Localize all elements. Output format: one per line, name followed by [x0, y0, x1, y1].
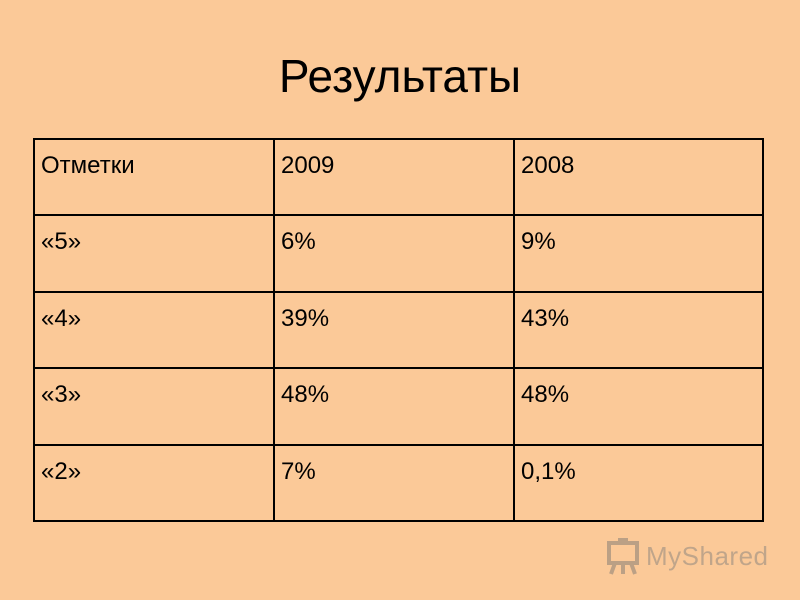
table-cell-2008: 48%: [513, 367, 764, 446]
table-cell-2008: 9%: [513, 214, 764, 293]
table-cell-2009: 6%: [273, 214, 515, 293]
table-row: «3» 48% 48%: [33, 367, 764, 446]
table-header-row: Отметки 2009 2008: [33, 137, 764, 217]
watermark-text: MyShared: [646, 540, 769, 571]
header-cell-grade: Отметки: [33, 137, 275, 217]
header-cell-2008: 2008: [513, 137, 764, 217]
table-row: «2» 7% 0,1%: [33, 443, 764, 523]
table-cell-grade: «2»: [33, 443, 275, 523]
table-cell-2009: 48%: [273, 367, 515, 446]
table-cell-grade: «3»: [33, 367, 275, 446]
slide-title: Результаты: [278, 50, 522, 102]
watermark-logo: MyShared: [606, 536, 769, 576]
table-cell-2008: 43%: [513, 290, 764, 370]
table-row: «5» 6% 9%: [33, 214, 764, 293]
table-cell-2008: 0,1%: [513, 443, 764, 523]
table-cell-2009: 7%: [273, 443, 515, 523]
header-cell-2009: 2009: [273, 137, 515, 217]
table-row: «4» 39% 43%: [33, 290, 764, 370]
presentation-board-icon: [606, 537, 640, 575]
table-cell-2009: 39%: [273, 290, 515, 370]
results-table: Отметки 2009 2008 «5» 6% 9% «4» 39% 43% …: [33, 137, 764, 523]
table-cell-grade: «4»: [33, 290, 275, 370]
table-cell-grade: «5»: [33, 214, 275, 293]
